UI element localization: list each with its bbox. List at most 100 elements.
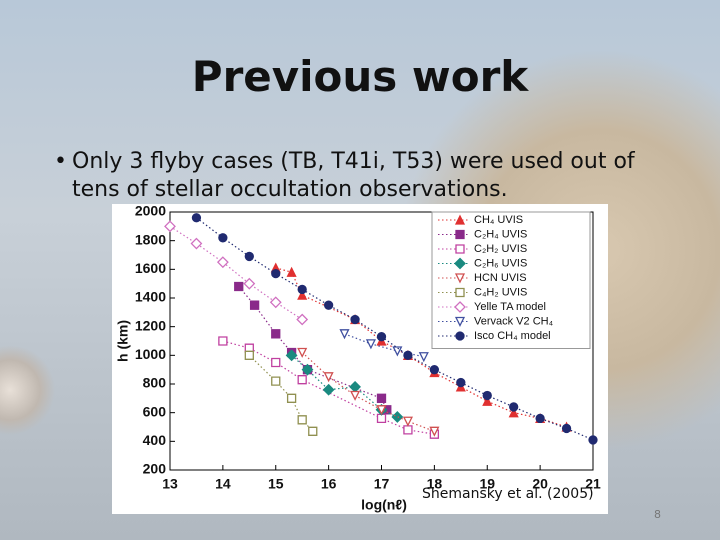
point bbox=[216, 256, 229, 269]
point bbox=[391, 411, 404, 423]
point bbox=[392, 346, 403, 357]
point bbox=[297, 289, 308, 300]
y-tick-label: 1200 bbox=[135, 317, 166, 333]
series-line bbox=[301, 352, 435, 432]
y-tick-label: 200 bbox=[143, 461, 167, 477]
legend-label: Yelle TA model bbox=[474, 301, 546, 313]
point bbox=[323, 300, 334, 310]
x-axis-label: log(nℓ) bbox=[361, 497, 407, 513]
point bbox=[164, 220, 176, 233]
legend-marker bbox=[454, 301, 466, 313]
point bbox=[271, 376, 281, 386]
slide-title: Previous work bbox=[191, 52, 529, 101]
y-tick-label: 400 bbox=[143, 432, 167, 448]
point bbox=[376, 393, 387, 403]
x-tick-label: 20 bbox=[532, 476, 548, 492]
x-tick-label: 19 bbox=[479, 476, 495, 492]
point bbox=[482, 390, 492, 401]
citation: Shemansky et al. (2005) bbox=[422, 486, 594, 502]
point bbox=[350, 314, 360, 325]
point bbox=[482, 395, 493, 406]
point bbox=[269, 296, 282, 309]
y-tick-label: 2000 bbox=[135, 204, 166, 219]
point bbox=[297, 347, 308, 358]
point bbox=[323, 372, 334, 383]
point bbox=[297, 284, 307, 295]
legend-label: HCN UVIS bbox=[474, 272, 527, 284]
legend-marker bbox=[455, 331, 465, 341]
point bbox=[350, 390, 361, 401]
x-tick-label: 17 bbox=[374, 476, 390, 492]
page-number: 8 bbox=[654, 508, 661, 521]
y-tick-label: 1000 bbox=[135, 346, 166, 362]
y-tick-label: 600 bbox=[143, 403, 167, 419]
legend-marker bbox=[455, 287, 465, 298]
point bbox=[249, 300, 260, 310]
point bbox=[285, 349, 298, 362]
legend-label: C₂H₆ UVIS bbox=[474, 257, 527, 269]
y-tick-label: 1800 bbox=[135, 231, 166, 247]
point bbox=[418, 352, 429, 363]
x-tick-label: 13 bbox=[162, 476, 178, 492]
series-line bbox=[238, 286, 388, 411]
legend-label: CH₄ UVIS bbox=[474, 214, 523, 226]
point bbox=[508, 407, 519, 418]
point bbox=[271, 329, 281, 339]
x-tick-label: 15 bbox=[268, 476, 284, 492]
bullet-text: Only 3 flyby cases (TB, T41i, T53) were … bbox=[54, 148, 672, 204]
point bbox=[286, 393, 297, 403]
point bbox=[456, 377, 466, 388]
point bbox=[297, 375, 307, 385]
point bbox=[509, 402, 519, 412]
legend-marker bbox=[454, 316, 466, 327]
x-tick-label: 18 bbox=[427, 476, 443, 492]
point bbox=[271, 357, 281, 368]
point bbox=[244, 350, 254, 360]
point bbox=[535, 413, 545, 424]
point bbox=[561, 423, 572, 434]
point bbox=[365, 339, 376, 350]
x-tick-label: 14 bbox=[215, 476, 231, 492]
point bbox=[286, 266, 297, 277]
chart: 200 400 600 800 1000 1200 1400 1600 1800 2000 13 14… bbox=[112, 204, 608, 514]
x-tick-label: 21 bbox=[585, 476, 601, 492]
point bbox=[244, 251, 254, 262]
point bbox=[376, 413, 387, 424]
y-tick-label: 1600 bbox=[135, 260, 166, 276]
legend-marker bbox=[454, 214, 466, 225]
point bbox=[588, 435, 598, 445]
legend-marker bbox=[455, 229, 465, 240]
legend-marker bbox=[455, 244, 465, 254]
point bbox=[271, 268, 281, 279]
point bbox=[296, 313, 309, 326]
point bbox=[190, 237, 203, 250]
legend-label: C₂H₂ UVIS bbox=[474, 243, 527, 255]
point bbox=[429, 426, 440, 437]
legend-marker bbox=[454, 273, 466, 284]
series-line bbox=[196, 217, 594, 441]
point bbox=[339, 329, 350, 340]
point bbox=[243, 277, 256, 290]
legend-label: C₂H₄ UVIS bbox=[474, 228, 527, 240]
legend-label: C₄H₂ UVIS bbox=[474, 286, 527, 298]
point bbox=[403, 350, 413, 360]
point bbox=[349, 380, 361, 393]
x-tick-label: 16 bbox=[321, 476, 337, 492]
legend-marker bbox=[454, 257, 466, 270]
y-axis-label: h (km) bbox=[115, 320, 131, 362]
point bbox=[191, 213, 202, 223]
legend-label: Isco CH₄ model bbox=[474, 330, 551, 342]
point bbox=[376, 405, 387, 416]
y-tick-label: 800 bbox=[143, 375, 167, 391]
point bbox=[403, 425, 413, 435]
point bbox=[402, 416, 413, 427]
y-tick-label: 1400 bbox=[135, 289, 166, 305]
point bbox=[234, 281, 244, 292]
point bbox=[376, 332, 387, 342]
point bbox=[429, 365, 440, 375]
point bbox=[297, 415, 307, 425]
series-line bbox=[169, 225, 303, 321]
point bbox=[322, 383, 335, 396]
point bbox=[218, 336, 228, 346]
